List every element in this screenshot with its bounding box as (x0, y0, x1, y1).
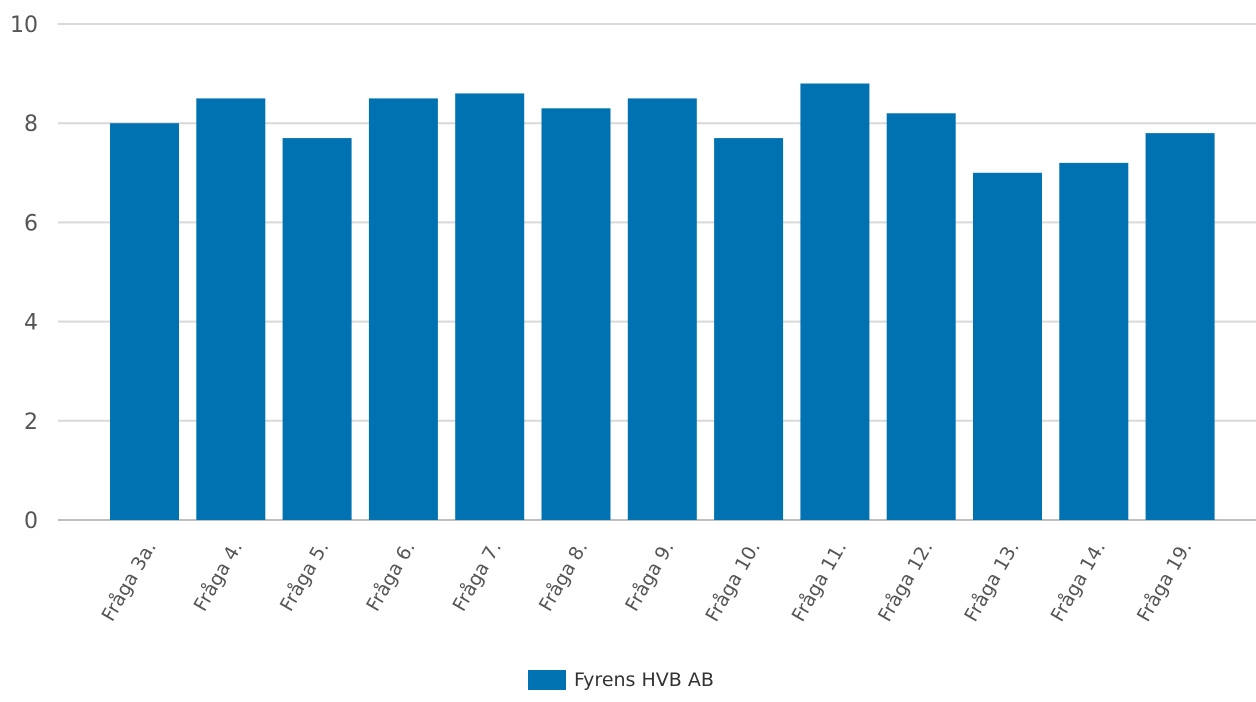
x-tick-label: Fråga 8. (534, 537, 592, 615)
x-tick-label: Fråga 5. (275, 537, 333, 615)
bars (110, 83, 1215, 521)
bar (714, 138, 784, 520)
bar (282, 138, 352, 520)
x-tick-label: Fråga 6. (361, 537, 419, 615)
y-tick-label: 2 (24, 410, 38, 435)
bar (541, 108, 611, 520)
y-tick-label: 10 (10, 13, 38, 38)
y-tick-label: 0 (24, 509, 38, 534)
bar (455, 93, 525, 520)
x-tick-label: Fråga 11. (787, 537, 851, 626)
x-tick-label: Fråga 10. (701, 537, 765, 626)
legend: Fyrens HVB AB (528, 669, 714, 691)
bar (110, 123, 179, 520)
y-axis-ticks: 0 2 4 6 8 10 (10, 13, 38, 534)
x-tick-label: Fråga 9. (620, 537, 678, 615)
x-tick-label: Fråga 14. (1046, 537, 1110, 626)
x-tick-label: Fråga 19. (1132, 537, 1196, 626)
bar (1059, 162, 1129, 520)
x-tick-label: Fråga 13. (959, 537, 1023, 626)
y-tick-label: 6 (24, 211, 38, 236)
legend-swatch (528, 670, 566, 690)
x-tick-label: Fråga 4. (189, 537, 247, 615)
x-tick-label: Fråga 7. (448, 537, 506, 615)
bar (368, 98, 438, 521)
x-tick-label: Fråga 3a. (97, 537, 161, 625)
y-tick-label: 8 (24, 112, 38, 137)
bar (196, 98, 266, 521)
bar (800, 83, 870, 521)
bar (973, 172, 1042, 521)
bar (627, 98, 697, 521)
legend-label: Fyrens HVB AB (574, 669, 714, 691)
x-axis-labels: Fråga 3a. Fråga 4. Fråga 5. Fråga 6. Fråga 7… (97, 537, 1197, 626)
bar (886, 113, 956, 520)
bar (1145, 133, 1215, 520)
x-tick-label: Fråga 12. (873, 537, 937, 626)
y-tick-label: 4 (24, 311, 38, 336)
